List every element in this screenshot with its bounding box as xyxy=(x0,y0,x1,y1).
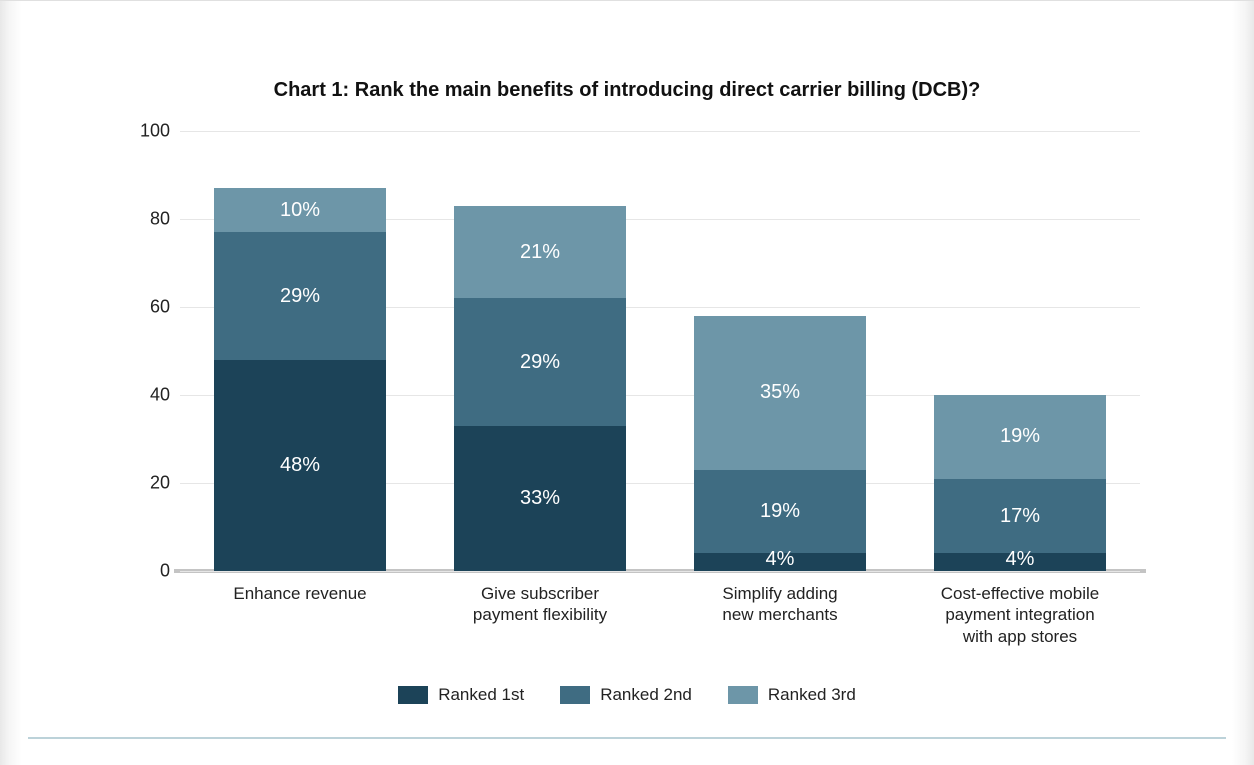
chart-plot-area: 02040608010048%29%10%33%29%21%4%19%35%4%… xyxy=(180,131,1140,571)
legend-item: Ranked 1st xyxy=(398,685,524,705)
bar-segment: 29% xyxy=(214,232,387,360)
bar: 4%19%35% xyxy=(694,316,867,571)
bar-segment: 33% xyxy=(454,426,627,571)
x-category-label: Enhance revenue xyxy=(180,583,420,604)
x-category-label: Give subscriberpayment flexibility xyxy=(420,583,660,626)
gridline xyxy=(180,571,1140,572)
chart-legend: Ranked 1st Ranked 2nd Ranked 3rd xyxy=(0,685,1254,705)
bar-segment: 35% xyxy=(694,316,867,470)
bar-segment: 29% xyxy=(454,298,627,426)
legend-item: Ranked 3rd xyxy=(728,685,856,705)
page-shadow-left xyxy=(0,1,22,765)
legend-swatch xyxy=(728,686,758,704)
bar-segment-label: 4% xyxy=(694,548,867,571)
bar-segment: 17% xyxy=(934,479,1107,554)
bar-segment: 4% xyxy=(694,553,867,571)
x-category-label: Cost-effective mobilepayment integration… xyxy=(900,583,1140,647)
legend-swatch xyxy=(560,686,590,704)
legend-item: Ranked 2nd xyxy=(560,685,692,705)
chart-title: Chart 1: Rank the main benefits of intro… xyxy=(0,79,1254,102)
footer-divider xyxy=(28,737,1226,739)
legend-swatch xyxy=(398,686,428,704)
y-tick-label: 100 xyxy=(130,121,170,142)
x-category-label: Simplify addingnew merchants xyxy=(660,583,900,626)
y-tick-label: 20 xyxy=(130,473,170,494)
y-tick-label: 80 xyxy=(130,209,170,230)
bar: 48%29%10% xyxy=(214,188,387,571)
gridline xyxy=(180,131,1140,132)
bar-segment-label: 4% xyxy=(934,548,1107,571)
chart-frame: Chart 1: Rank the main benefits of intro… xyxy=(0,0,1254,765)
page-shadow-right xyxy=(1232,1,1254,765)
legend-label: Ranked 3rd xyxy=(768,685,856,705)
bar-segment: 10% xyxy=(214,188,387,232)
legend-label: Ranked 1st xyxy=(438,685,524,705)
bar: 33%29%21% xyxy=(454,206,627,571)
bar-segment: 4% xyxy=(934,553,1107,571)
y-tick-label: 40 xyxy=(130,385,170,406)
bar-segment: 21% xyxy=(454,206,627,298)
legend-label: Ranked 2nd xyxy=(600,685,692,705)
y-tick-label: 0 xyxy=(130,561,170,582)
bar-segment: 19% xyxy=(934,395,1107,479)
y-tick-label: 60 xyxy=(130,297,170,318)
bar: 4%17%19% xyxy=(934,395,1107,571)
bar-segment: 19% xyxy=(694,470,867,554)
bar-segment: 48% xyxy=(214,360,387,571)
